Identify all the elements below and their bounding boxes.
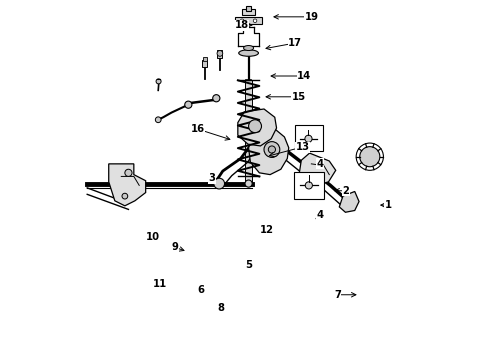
Polygon shape	[339, 192, 359, 212]
Text: 7: 7	[334, 290, 341, 300]
Polygon shape	[299, 153, 336, 187]
Bar	[203, 57, 207, 61]
Text: 2: 2	[343, 186, 349, 196]
Bar	[245, 6, 251, 11]
Text: 5: 5	[245, 260, 252, 270]
Text: 11: 11	[152, 279, 167, 289]
Circle shape	[122, 193, 128, 199]
Ellipse shape	[244, 45, 254, 50]
Text: 1: 1	[385, 200, 392, 210]
Text: 13: 13	[295, 142, 309, 152]
Circle shape	[360, 147, 380, 167]
Circle shape	[305, 135, 312, 142]
Bar	[294, 172, 324, 199]
Text: 12: 12	[260, 225, 273, 235]
Text: 18: 18	[234, 20, 248, 30]
Text: 8: 8	[217, 303, 224, 314]
Polygon shape	[109, 164, 146, 206]
Text: 3: 3	[209, 173, 216, 183]
Circle shape	[240, 19, 244, 23]
Circle shape	[185, 101, 192, 108]
Circle shape	[245, 180, 252, 187]
Text: 14: 14	[297, 71, 311, 81]
Bar	[245, 80, 252, 184]
Circle shape	[217, 50, 223, 56]
Circle shape	[264, 141, 280, 157]
Text: 4: 4	[317, 210, 324, 220]
Circle shape	[248, 120, 262, 133]
Circle shape	[155, 117, 161, 123]
Bar	[218, 50, 222, 58]
Circle shape	[156, 79, 161, 84]
Bar	[202, 60, 207, 67]
Text: 6: 6	[198, 285, 205, 296]
Text: 15: 15	[292, 92, 306, 102]
Polygon shape	[248, 128, 289, 175]
Text: 19: 19	[304, 12, 319, 22]
Text: 10: 10	[146, 232, 159, 242]
Text: 16: 16	[191, 124, 205, 134]
Bar	[295, 126, 323, 151]
Bar	[235, 17, 262, 24]
Text: 4: 4	[317, 159, 324, 169]
Circle shape	[125, 169, 132, 176]
Circle shape	[269, 146, 275, 153]
Circle shape	[214, 178, 224, 189]
Bar	[242, 9, 255, 15]
Text: 17: 17	[288, 38, 302, 48]
Circle shape	[253, 19, 257, 23]
Text: 9: 9	[172, 242, 178, 252]
Circle shape	[213, 95, 220, 102]
Polygon shape	[238, 109, 276, 146]
Ellipse shape	[239, 50, 258, 56]
Circle shape	[305, 182, 313, 189]
